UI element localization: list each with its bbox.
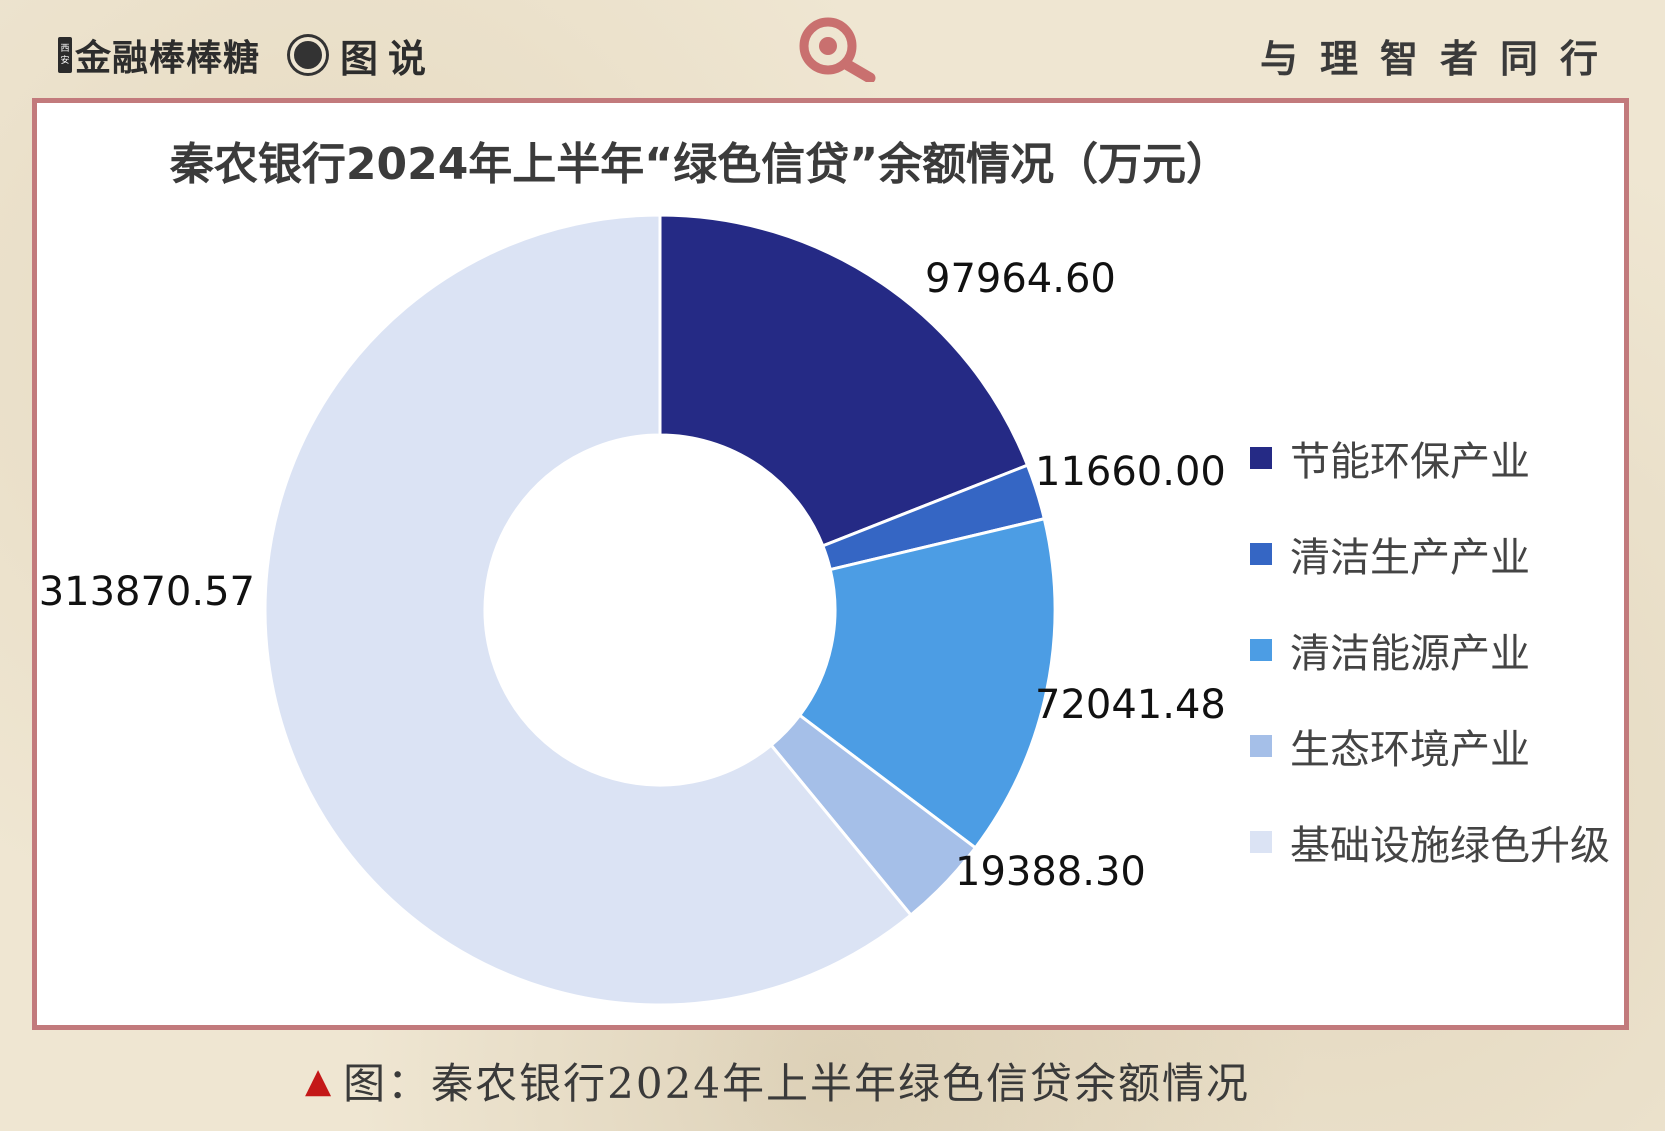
legend-swatch-1 [1250, 447, 1272, 469]
legend-item-3: 清洁能源产业 [1250, 602, 1610, 698]
brand: 西 安 金融棒棒糖 图说 [58, 30, 437, 81]
legend-label-2: 清洁生产产业 [1290, 535, 1530, 581]
legend-label-4: 生态环境产业 [1290, 727, 1530, 773]
brand-tag-top: 西 [60, 44, 70, 54]
legend-label-3: 清洁能源产业 [1290, 631, 1530, 677]
data-label-5: 313870.57 [39, 569, 255, 615]
legend-item-2: 清洁生产产业 [1250, 506, 1610, 602]
data-label-4: 19388.30 [955, 849, 1146, 895]
caption-marker: ▲ [305, 1060, 334, 1101]
brand-tag-bottom: 安 [60, 56, 70, 66]
legend-swatch-3 [1250, 639, 1272, 661]
legend-swatch-4 [1250, 735, 1272, 757]
motto: 与理智者同行 [1259, 37, 1620, 81]
record-dot-icon [290, 37, 327, 73]
legend-label-5: 基础设施绿色升级 [1290, 823, 1610, 869]
data-label-1: 97964.60 [925, 256, 1116, 302]
brand-tag: 西 安 [58, 37, 72, 73]
legend-item-1: 节能环保产业 [1250, 410, 1610, 506]
legend-swatch-2 [1250, 543, 1272, 565]
section-label: 图说 [340, 36, 437, 81]
data-label-3: 72041.48 [1035, 682, 1226, 728]
donut-slice-1 [658, 213, 1030, 548]
chart-title: 秦农银行2024年上半年“绿色信贷”余额情况（万元） [169, 139, 1231, 190]
legend-label-1: 节能环保产业 [1290, 439, 1530, 485]
legend-swatch-5 [1250, 831, 1272, 853]
data-label-2: 11660.00 [1035, 449, 1226, 495]
donut-slice-3 [797, 516, 1057, 850]
legend-item-5: 基础设施绿色升级 [1250, 794, 1610, 890]
legend-item-4: 生态环境产业 [1250, 698, 1610, 794]
header: 西 安 金融棒棒糖 图说 与理智者同行 [0, 0, 1665, 100]
brand-name: 金融棒棒糖 [75, 38, 261, 79]
magnifier-logo-icon [799, 17, 876, 82]
donut-slice-5 [263, 213, 914, 1007]
caption: ▲ 图：秦农银行2024年上半年绿色信贷余额情况 [305, 1050, 1250, 1111]
legend: 节能环保产业 清洁生产产业 清洁能源产业 生态环境产业基础设施绿色升级 [1250, 410, 1610, 890]
caption-text: 图：秦农银行2024年上半年绿色信贷余额情况 [343, 1059, 1251, 1108]
